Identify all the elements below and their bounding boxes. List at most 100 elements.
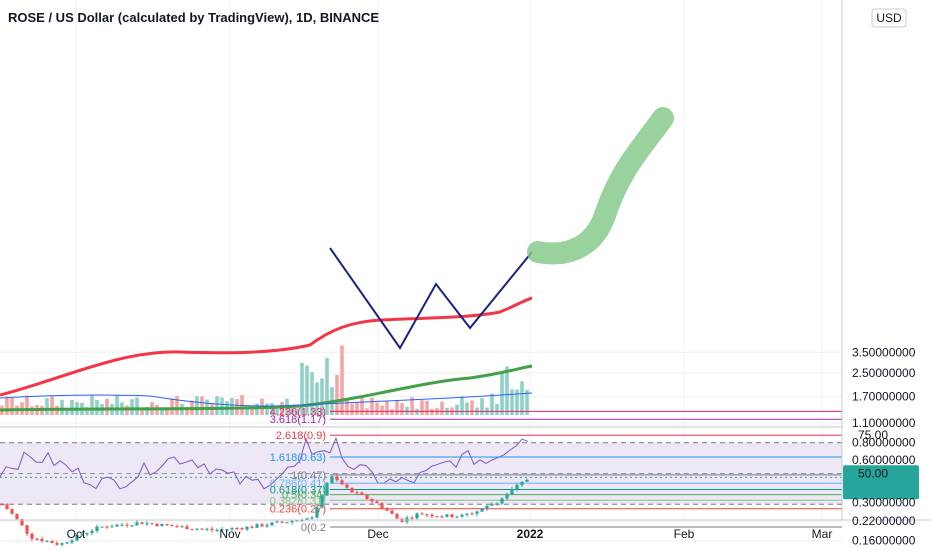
volume-bar	[405, 406, 409, 415]
candle-body	[125, 524, 129, 526]
price-tick-label: 2.50000000	[852, 366, 916, 380]
volume-bar	[360, 396, 364, 415]
candle-body	[360, 492, 364, 495]
candle-body	[120, 524, 124, 526]
candle-body	[270, 522, 274, 526]
candle-body	[255, 524, 259, 528]
volume-bar	[185, 408, 189, 415]
volume-bar	[320, 378, 324, 415]
rsi-band	[0, 442, 842, 505]
candle-body	[175, 526, 179, 528]
rsi-line	[0, 436, 529, 490]
candle-body	[20, 519, 24, 526]
candle-body	[215, 529, 219, 531]
candle-body	[200, 528, 204, 530]
candle-body	[5, 504, 9, 510]
candle-body	[305, 518, 309, 520]
candle-body	[320, 495, 324, 508]
candle-body	[235, 528, 239, 530]
volume-bar	[115, 395, 119, 415]
grid	[0, 0, 842, 542]
volume-bar	[230, 398, 234, 415]
currency-button[interactable]: USD	[871, 8, 907, 28]
volume-bar	[510, 389, 514, 415]
candle-body	[115, 524, 119, 527]
volume-bar	[160, 408, 164, 415]
volume-bar	[370, 397, 374, 415]
volume-bar	[515, 389, 519, 415]
candle-body	[130, 525, 134, 527]
volume-bar	[505, 366, 509, 415]
volume-bar	[245, 406, 249, 415]
price-tick-label: 1.70000000	[852, 389, 916, 403]
projection-arrow	[527, 107, 674, 265]
candle-body	[230, 528, 234, 530]
volume-bar	[275, 406, 279, 415]
candle-body	[480, 508, 484, 512]
chart-title: ROSE / US Dollar (calculated by TradingV…	[8, 10, 379, 25]
candle-body	[160, 523, 164, 527]
time-tick-label: Nov	[219, 527, 240, 541]
volume-bar	[50, 396, 54, 415]
volume-bar	[420, 400, 424, 415]
volume-bar	[45, 398, 49, 415]
price-tick-label: 3.50000000	[852, 345, 916, 359]
candle-body	[110, 526, 114, 528]
candle-body	[240, 528, 244, 530]
candle-body	[275, 521, 279, 523]
candle-body	[435, 516, 439, 518]
candle-body	[100, 526, 104, 528]
price-tick-label: 0.80000000	[852, 435, 916, 449]
candle-body	[0, 504, 4, 506]
last-price-value: 0.45153343	[850, 245, 914, 259]
candle-body	[135, 522, 139, 526]
volume-bar	[165, 407, 169, 415]
fib-level-label: 3.618(1.17)	[270, 414, 326, 426]
candle-body	[295, 520, 299, 522]
time-axis[interactable]: Oct Nov Dec 2022 Feb Mar	[67, 527, 833, 541]
candle-body	[45, 540, 49, 542]
candle-body	[315, 507, 319, 518]
price-tick-label: 0.16000000	[852, 534, 916, 548]
rsi-tick-label: 75.00	[858, 428, 888, 442]
volume-bar	[255, 403, 259, 415]
volume-bar	[300, 362, 304, 415]
candle-body	[10, 509, 14, 514]
candle-body	[285, 522, 289, 524]
candle-body	[415, 513, 419, 519]
volume-bar	[280, 401, 284, 415]
fibonacci-retracement[interactable]: 4.236(1.33)3.618(1.17) 2.618(0.9) 1.618(0.…	[270, 406, 842, 534]
candle-body	[70, 540, 74, 543]
candle-body	[150, 523, 154, 525]
time-tick-label: Dec	[367, 527, 388, 541]
fib-level-label: 1(0.47)	[291, 470, 326, 482]
price-tick-label: 0.30000000	[852, 495, 916, 509]
candle-body	[375, 501, 379, 504]
w-pattern-line	[329, 247, 533, 350]
moving-averages	[0, 296, 533, 412]
candle-body	[520, 481, 524, 485]
volume-bar	[345, 400, 349, 415]
candle-body	[510, 489, 514, 495]
volume-bar	[10, 398, 14, 415]
drawings[interactable]	[0, 107, 842, 478]
volume-bar	[500, 373, 504, 415]
candle-body	[265, 525, 269, 527]
candle-body	[500, 498, 504, 504]
fib-level-label: 2.618(0.9)	[276, 430, 326, 442]
candle-body	[245, 526, 249, 530]
candle-body	[55, 542, 59, 545]
volume-bar	[390, 408, 394, 415]
volume-bar	[350, 403, 354, 415]
price-axis[interactable]: 3.50000000 2.50000000 1.70000000 1.10000000…	[852, 345, 916, 550]
volume-bar	[130, 399, 134, 415]
candle-body	[95, 526, 99, 531]
candle-body	[455, 516, 459, 518]
volume-bar	[490, 393, 494, 415]
volume-bar	[440, 401, 444, 415]
candle-body	[195, 528, 199, 530]
candle-body	[40, 538, 44, 542]
volume-bar	[470, 400, 474, 415]
candle-body	[445, 514, 449, 517]
